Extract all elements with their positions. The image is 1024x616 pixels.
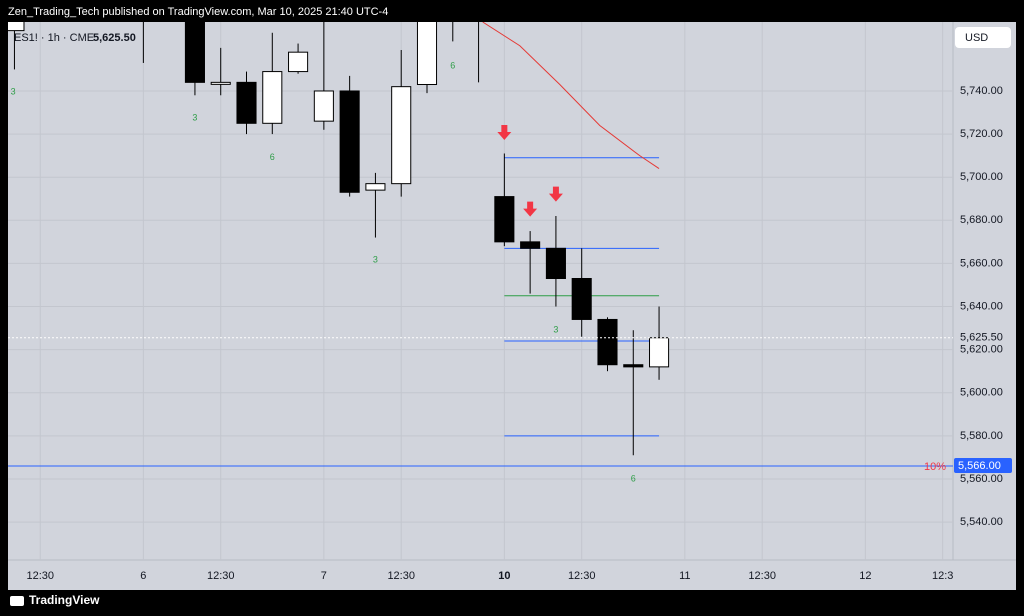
y-tick-label: 5,560.00: [960, 473, 1003, 485]
x-tick-label: 12:30: [748, 570, 776, 582]
signal-arrow: [497, 124, 512, 140]
annotation: 3: [192, 112, 197, 122]
legend-price: 5,625.50: [93, 32, 136, 44]
symbol-label: ES1! · 1h · CME: [14, 32, 94, 44]
grid: [8, 22, 953, 560]
y-tick-label: 5,700.00: [960, 171, 1003, 183]
level-price-badge: [954, 458, 1012, 474]
candle-body: [649, 337, 670, 368]
candle-body: [262, 71, 283, 124]
signal-arrow: [548, 186, 563, 202]
x-tick-label: 12:3: [932, 570, 953, 582]
candle-body: [236, 81, 257, 124]
candle-body: [339, 90, 360, 193]
y-tick-label: 5,540.00: [960, 516, 1003, 528]
annotation: 3: [11, 86, 16, 96]
last-price-label: 5,625.50: [960, 332, 1003, 344]
y-tick-label: 5,580.00: [960, 430, 1003, 442]
y-tick-label: 5,600.00: [960, 387, 1003, 399]
x-tick-label: 11: [679, 570, 690, 582]
tradingview-logo: [10, 596, 24, 606]
candle-body: [520, 241, 541, 249]
x-tick-label: 10: [498, 570, 510, 582]
candle-body: [313, 90, 334, 122]
y-tick-label: 5,740.00: [960, 85, 1003, 97]
candle-body: [623, 364, 644, 368]
candle-body: [365, 183, 386, 191]
candle-body: [494, 196, 515, 243]
level-tag: 10%: [924, 461, 946, 473]
annotation: 3: [553, 325, 558, 335]
candle-body: [597, 318, 618, 366]
candle-body: [184, 22, 205, 83]
x-tick-label: 7: [321, 570, 327, 582]
chart-background: [8, 22, 1016, 590]
axes: 5,540.00 5,560.00 5,580.00 5,600.00 5,620.00…: [26, 85, 1012, 582]
y-tick-label: 5,720.00: [960, 128, 1003, 140]
x-tick-label: 12:30: [26, 570, 54, 582]
candle-body: [545, 247, 566, 279]
x-tick-label: 12:30: [207, 570, 235, 582]
candle-body: [288, 51, 309, 73]
annotation: 6: [270, 152, 275, 162]
currency-button[interactable]: [955, 27, 1011, 48]
annotation: 6: [631, 473, 636, 483]
moving-average: [482, 22, 660, 169]
level-price-label: 5,566.00: [958, 460, 1001, 472]
header-title: Zen_Trading_Tech published on TradingVie…: [8, 6, 388, 18]
x-tick-label: 6: [140, 570, 146, 582]
x-tick-label: 12:30: [387, 570, 415, 582]
footer-brand: TradingView: [29, 593, 100, 607]
candle-body: [210, 81, 231, 85]
y-tick-label: 5,660.00: [960, 257, 1003, 269]
x-tick-label: 12: [859, 570, 871, 582]
annotation: 3: [373, 254, 378, 264]
candle-body: [416, 22, 438, 86]
plot-area: 3 3 6 6 3 3 6: [8, 22, 953, 483]
candle-body: [571, 277, 592, 320]
candle-body: [8, 22, 25, 32]
candle-body: [391, 86, 412, 185]
currency-label[interactable]: USD: [965, 32, 988, 44]
annotation: 6: [450, 60, 455, 70]
y-tick-label: 5,640.00: [960, 300, 1003, 312]
y-tick-label: 5,620.00: [960, 344, 1003, 356]
x-tick-label: 12:30: [568, 570, 596, 582]
signal-arrow: [523, 201, 538, 217]
y-tick-label: 5,680.00: [960, 214, 1003, 226]
